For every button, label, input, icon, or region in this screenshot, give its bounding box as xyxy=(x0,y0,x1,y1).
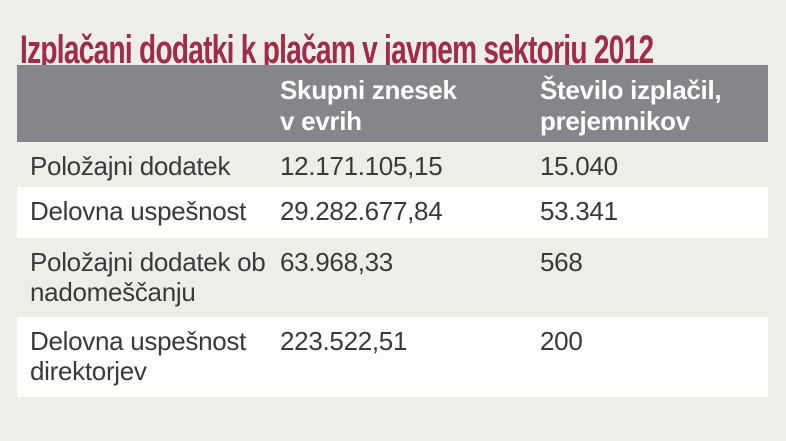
table-row: Delovna uspešnost direktorjev 223.522,51… xyxy=(17,317,768,397)
column-header-total-amount: Skupni znesek v evrih xyxy=(280,75,457,136)
row-label: Delovna uspešnost direktorjev xyxy=(30,326,247,386)
table-row: Delovna uspešnost 29.282.677,84 53.341 xyxy=(17,187,768,238)
table-row: Položajni dodatek 12.171.105,15 15.040 xyxy=(17,142,768,187)
column-header-payments-count: Število izplačil, prejemnikov xyxy=(540,75,722,136)
row-amount: 12.171.105,15 xyxy=(280,151,443,181)
allowances-table: Skupni znesek v evrih Število izplačil, … xyxy=(17,65,768,397)
row-amount: 223.522,51 xyxy=(280,326,408,356)
row-count: 568 xyxy=(540,247,583,277)
column-header-category xyxy=(17,75,280,142)
row-count: 53.341 xyxy=(540,196,618,226)
table-row: Položajni dodatek ob nadomeščanju 63.968… xyxy=(17,238,768,317)
row-count: 200 xyxy=(540,326,583,356)
page-title: Izplačani dodatki k plačam v javnem sekt… xyxy=(20,27,654,72)
row-label: Položajni dodatek xyxy=(30,151,231,181)
row-amount: 29.282.677,84 xyxy=(280,196,443,226)
table-header-row: Skupni znesek v evrih Število izplačil, … xyxy=(17,65,768,142)
row-label: Položajni dodatek ob nadomeščanju xyxy=(30,247,266,307)
row-count: 15.040 xyxy=(540,151,618,181)
row-label: Delovna uspešnost xyxy=(30,196,247,226)
row-amount: 63.968,33 xyxy=(280,247,393,277)
